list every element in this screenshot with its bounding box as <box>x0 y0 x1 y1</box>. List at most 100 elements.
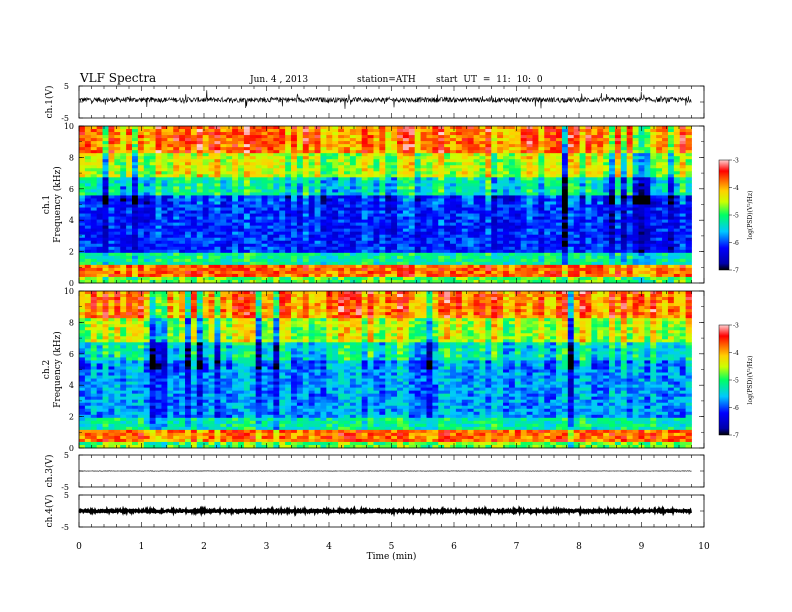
spectrogram-cell <box>255 126 262 130</box>
spectrogram-cell <box>361 141 368 145</box>
spectrogram-cell <box>532 252 539 257</box>
spectrogram-cell <box>179 228 186 233</box>
spectrogram-cell <box>532 228 539 233</box>
spectrogram-cell <box>179 195 186 199</box>
spectrogram-cell <box>373 234 380 239</box>
spectrogram-cell <box>544 180 551 184</box>
spectrogram-cell <box>620 138 628 142</box>
spectrogram-cell <box>232 222 239 227</box>
spectrogram-cell <box>485 189 492 193</box>
spectrogram-cell <box>402 231 410 236</box>
spectrogram-cell <box>143 177 151 181</box>
spectrogram-cell <box>550 180 557 184</box>
spectrogram-cell <box>620 204 628 208</box>
spectrogram-cell <box>385 132 392 136</box>
spectrogram-cell <box>349 156 357 160</box>
spectrogram-cell <box>603 222 610 227</box>
spectrogram-cell <box>603 198 610 202</box>
spectrogram-cell <box>485 168 492 172</box>
spectrogram-cell <box>161 219 168 224</box>
spectrogram-cell <box>314 198 321 202</box>
spectrogram-cell <box>491 159 498 163</box>
spectrogram-cell <box>497 228 504 233</box>
spectrogram-cell <box>526 243 533 248</box>
spectrogram-cell <box>96 258 103 263</box>
spectrogram-cell <box>550 228 557 233</box>
spectrogram-cell <box>349 150 357 154</box>
spectrogram-cell <box>208 213 215 217</box>
spectrogram-cell <box>361 159 368 163</box>
spectrogram-cell <box>579 132 586 136</box>
spectrogram-cell <box>273 165 280 169</box>
spectrogram-cell <box>338 219 345 224</box>
spectrogram-cell <box>632 189 639 193</box>
spectrogram-cell <box>526 264 533 269</box>
spectrogram-cell <box>685 150 692 154</box>
spectrogram-cell <box>373 261 380 266</box>
spectrogram-cell <box>137 258 145 263</box>
spectrogram-cell <box>626 249 634 254</box>
spectrogram-cell <box>673 243 681 248</box>
spectrogram-cell <box>249 144 257 148</box>
spectrogram-cell <box>667 135 675 139</box>
spectrogram-cell <box>491 258 498 263</box>
spectrogram-cell <box>214 153 221 157</box>
spectrogram-cell <box>173 231 180 236</box>
spectrogram-cell <box>402 264 410 269</box>
spectrogram-cell <box>408 201 416 205</box>
spectrogram-cell <box>120 183 127 187</box>
spectrogram-cell <box>202 138 209 142</box>
spectrogram-cell <box>314 264 321 269</box>
spectrogram-cell <box>585 267 592 272</box>
spectrogram-cell <box>249 198 257 202</box>
spectrogram-cell <box>314 135 321 139</box>
spectrogram-cell <box>120 192 127 196</box>
spectrogram-cell <box>143 156 151 160</box>
spectrogram-cell <box>626 237 634 242</box>
spectrogram-cell <box>479 138 486 142</box>
spectrogram-cell <box>132 246 139 251</box>
spectrogram-cell <box>603 249 610 254</box>
spectrogram-cell <box>579 141 586 145</box>
spectrogram-cell <box>161 213 168 217</box>
spectrogram-cell <box>302 231 310 236</box>
spectrogram-cell <box>249 165 257 169</box>
spectrogram-cell <box>238 165 245 169</box>
spectrogram-cell <box>308 207 315 211</box>
spectrogram-cell <box>102 183 109 187</box>
spectrogram-cell <box>420 195 427 199</box>
spectrogram-cell <box>320 189 327 193</box>
spectrogram-cell <box>267 234 274 239</box>
spectrogram-cell <box>614 135 622 139</box>
spectrogram-cell <box>302 237 310 242</box>
spectrogram-cell <box>344 135 351 139</box>
spectrogram-cell <box>137 264 145 269</box>
spectrogram-cell <box>373 207 380 211</box>
spectrogram-cell <box>291 168 298 172</box>
spectrogram-cell <box>685 192 692 196</box>
spectrogram-cell <box>673 183 681 187</box>
spectrogram-cell <box>214 174 221 178</box>
spectrogram-cell <box>679 144 687 148</box>
spectrogram-cell <box>597 228 604 233</box>
spectrogram-cell <box>196 198 204 202</box>
spectrogram-cell <box>355 207 363 211</box>
spectrogram-cell <box>255 141 262 145</box>
spectrogram-cell <box>514 171 522 175</box>
spectrogram-cell <box>650 255 657 260</box>
spectrogram-cell <box>650 156 657 160</box>
spectrogram-cell <box>426 159 433 163</box>
spectrogram-cell <box>679 228 687 233</box>
spectrogram-cell <box>102 264 109 269</box>
spectrogram-cell <box>196 195 204 199</box>
spectrogram-cell <box>544 147 551 151</box>
spectrogram-cell <box>90 249 98 254</box>
spectrogram-cell <box>556 129 563 133</box>
spectrogram-cell <box>102 153 109 157</box>
spectrogram-cell <box>161 180 168 184</box>
spectrogram-cell <box>632 147 639 151</box>
spectrogram-cell <box>179 186 186 190</box>
spectrogram-cell <box>202 255 209 260</box>
spectrogram-cell <box>508 261 516 266</box>
spectrogram-cell <box>585 246 592 251</box>
